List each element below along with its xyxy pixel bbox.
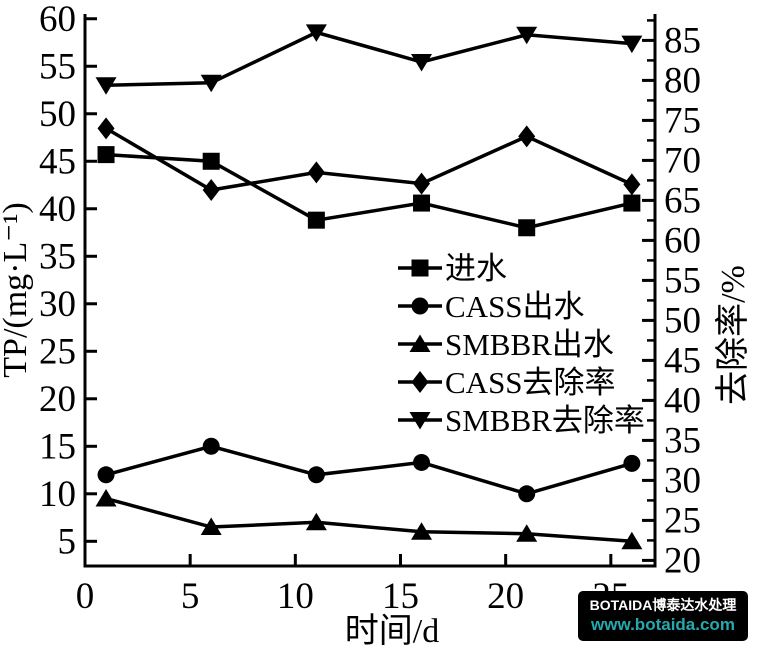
watermark-url: www.botaida.com [591,615,735,635]
y-right-tick-label: 60 [664,220,701,261]
x-axis-tick-label: 20 [487,576,524,617]
y-left-tick-label: 5 [58,521,77,562]
data-point-marker [621,531,643,550]
y-right-tick-label: 70 [664,140,701,181]
x-axis-tick-label: 15 [382,576,419,617]
legend-marker [411,297,429,315]
data-point-marker [623,173,641,196]
data-point-marker [411,54,433,72]
data-point-marker [95,489,117,507]
data-point-marker [518,219,536,237]
watermark-brand: BOTAIDA博泰达水处理 [589,596,737,613]
y-left-tick-label: 55 [39,46,76,87]
series-line [105,126,633,192]
legend-marker [409,334,431,352]
y-left-tick-label: 20 [39,379,76,420]
legend-marker [411,259,429,277]
y-left-tick-label: 35 [39,236,76,277]
data-point-marker [623,194,641,212]
y-left-tick-label: 15 [39,426,76,467]
data-point-marker [202,179,220,201]
watermark: BOTAIDA博泰达水处理 www.botaida.com [578,591,748,641]
y-right-tick-label: 30 [664,460,701,501]
x-axis-tick-label: 5 [181,576,200,617]
y-right-tick-label: 85 [664,20,701,61]
y-left-tick-label: 60 [39,0,76,40]
data-point-marker [413,453,431,471]
y-right-tick-label: 35 [664,420,701,461]
series-line [105,30,633,87]
y-left-tick-label: 25 [39,331,76,372]
y-left-axis-title: TP/(mg·L⁻¹) [0,202,34,377]
y-right-tick-label: 50 [664,300,701,341]
data-point-marker [305,512,327,531]
data-point-marker [518,485,536,503]
data-point-marker [95,77,117,95]
data-point-marker [97,466,115,484]
y-left-tick-label: 30 [39,284,76,325]
y-right-tick-label: 55 [664,260,701,301]
data-point-marker [97,117,115,140]
data-point-marker [202,437,220,455]
y-right-tick-label: 40 [664,380,701,421]
y-left-tick-label: 40 [39,189,76,230]
data-point-marker [305,24,327,42]
series-line [105,152,633,230]
y-right-tick-label: 25 [664,500,701,541]
data-point-marker [413,172,431,195]
x-axis-tick-label: 0 [76,576,95,617]
y-right-tick-label: 20 [664,540,701,581]
data-point-marker [307,466,325,484]
legend-label: SMBBR去除率 [445,403,645,438]
y-right-tick-label: 45 [664,340,701,381]
y-right-tick-label: 65 [664,180,701,221]
legend-label: 进水 [445,251,507,286]
data-point-marker [621,35,643,54]
series-line [105,444,633,496]
data-point-marker [200,74,222,93]
data-point-marker [200,517,222,536]
y-right-tick-label: 80 [664,60,701,101]
x-axis-title: 时间/d [345,613,439,650]
data-point-marker [202,152,220,170]
y-right-tick-label: 75 [664,100,701,141]
data-point-marker [411,522,433,540]
data-point-marker [307,161,325,184]
x-axis-tick-label: 10 [277,576,314,617]
data-point-marker [307,211,325,229]
legend-label: CASS出水 [445,289,585,324]
data-point-marker [623,454,641,472]
data-point-marker [97,146,115,164]
legend-marker [411,371,429,393]
data-point-marker [516,26,538,45]
y-left-tick-label: 45 [39,141,76,182]
legend-marker [409,412,431,430]
y-left-tick-label: 50 [39,94,76,135]
legend-label: CASS去除率 [445,365,616,400]
data-point-marker [518,125,536,148]
legend-label: SMBBR出水 [445,327,614,362]
y-left-tick-label: 10 [39,474,76,515]
data-point-marker [516,524,538,542]
series-line [105,496,632,544]
data-point-marker [413,194,431,212]
y-right-axis-title: 去除率/% [714,265,752,405]
axis-spines [83,14,657,568]
